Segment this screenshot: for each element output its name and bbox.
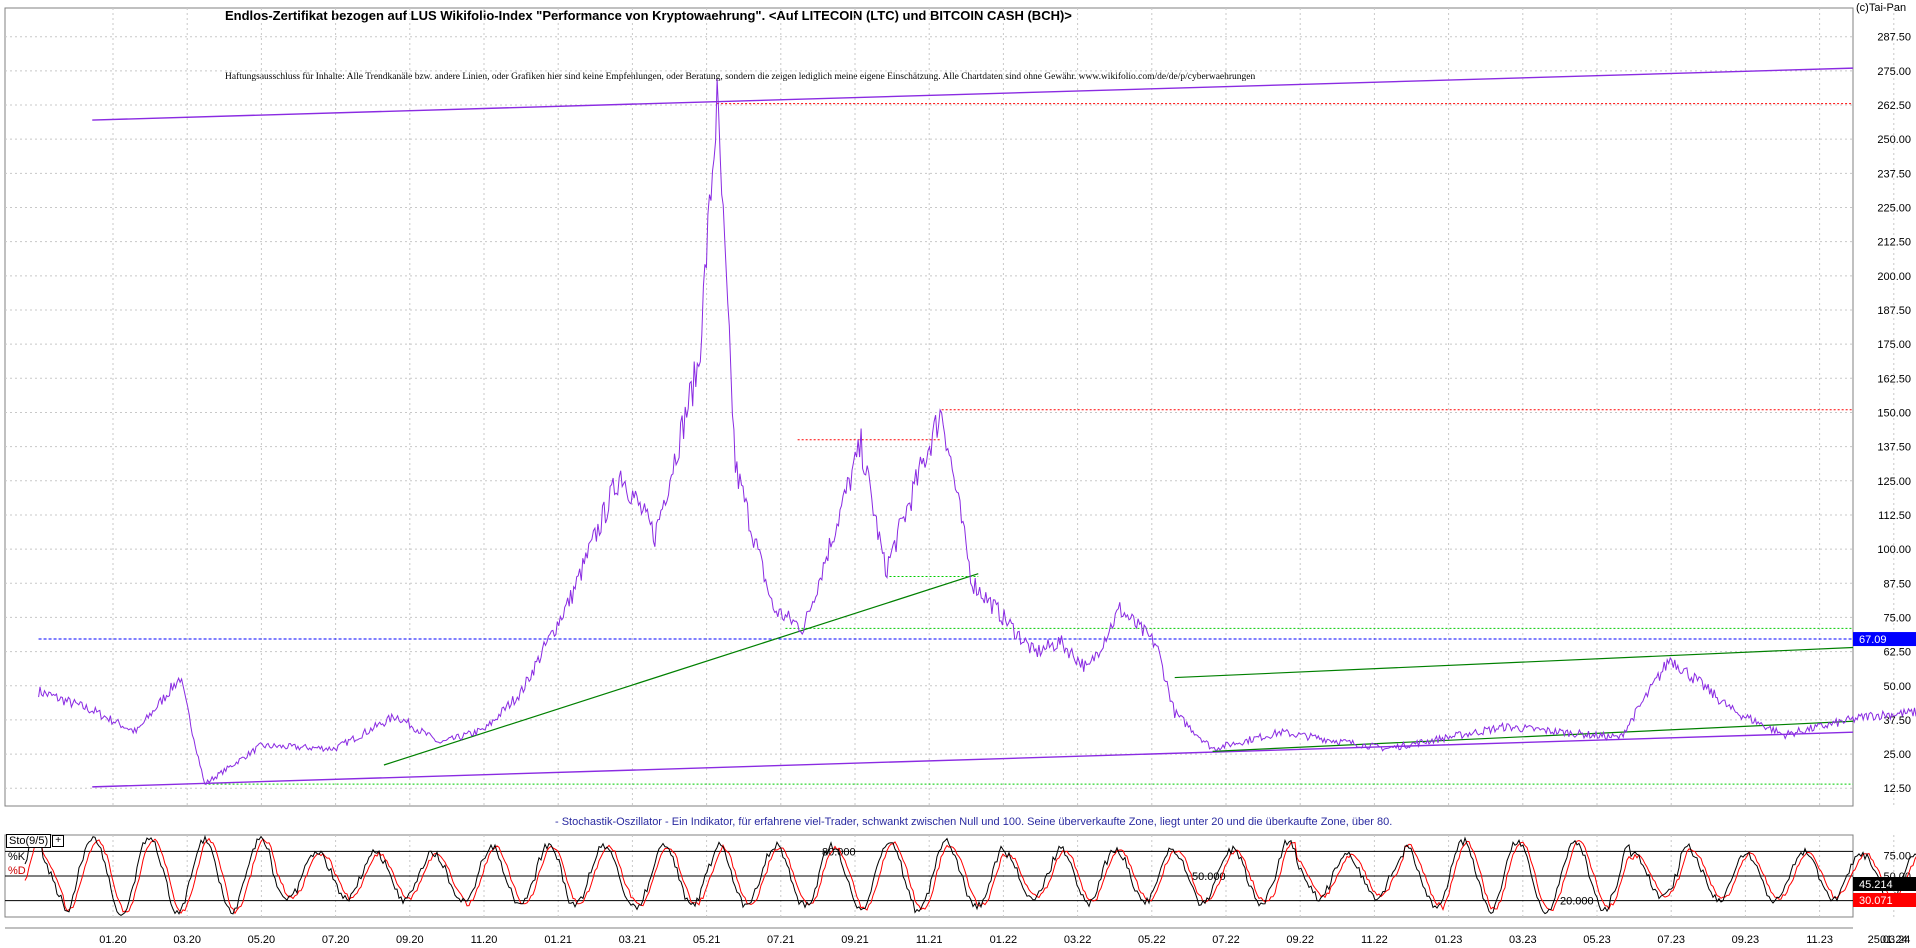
trend-line <box>1212 720 1854 752</box>
x-tick-label: 01.21 <box>544 934 572 946</box>
x-tick-label: 05.22 <box>1138 934 1166 946</box>
y-tick-label: 287.50 <box>1877 32 1911 44</box>
stoch-d-badge <box>1853 893 1916 907</box>
y-tick-label: 225.00 <box>1877 203 1911 215</box>
stoch-d-legend: %D <box>8 865 26 877</box>
y-tick-label: 175.00 <box>1877 339 1911 351</box>
x-tick-label: 09.21 <box>841 934 869 946</box>
y-tick-label: 137.50 <box>1877 442 1911 454</box>
x-tick-label: 11.22 <box>1361 934 1388 946</box>
y-tick-label: 162.50 <box>1877 373 1911 385</box>
x-tick-label: 07.22 <box>1212 934 1240 946</box>
x-tick-label: 03.20 <box>173 934 201 946</box>
x-tick-label: 01.24 <box>1880 934 1908 946</box>
stoch-k-legend: %K <box>8 851 26 863</box>
x-tick-label: 01.20 <box>99 934 127 946</box>
indicator-label-box[interactable]: Sto(9/5) + <box>6 834 65 848</box>
x-tick-label: 07.23 <box>1657 934 1685 946</box>
trend-line <box>92 67 1854 121</box>
x-tick-label: 09.22 <box>1286 934 1314 946</box>
x-tick-label: 03.21 <box>619 934 647 946</box>
indicator-name: Sto(9/5) <box>6 834 52 848</box>
stoch-k-line <box>24 834 1916 916</box>
x-tick-label: 09.23 <box>1732 934 1760 946</box>
x-tick-label: 07.20 <box>322 934 350 946</box>
x-tick-label: 05.20 <box>248 934 276 946</box>
x-tick-label: 05.23 <box>1583 934 1611 946</box>
y-tick-label: 200.00 <box>1877 271 1911 283</box>
y-tick-label: 262.50 <box>1877 100 1911 112</box>
trend-line <box>1174 646 1854 679</box>
price-panel-frame <box>4 7 1854 807</box>
copyright-label: (c)Tai-Pan <box>1856 2 1907 14</box>
expand-plus-icon[interactable]: + <box>52 835 65 848</box>
stoch-k-value: 45.214 <box>1859 879 1893 891</box>
current-price-badge <box>1853 632 1916 647</box>
price-series-line <box>38 78 1916 786</box>
y-tick-label: 87.50 <box>1883 578 1911 590</box>
y-tick-label: 237.50 <box>1877 168 1911 180</box>
stoch-level-label: 50.000 <box>1192 871 1226 883</box>
y-tick-label: 12.50 <box>1883 783 1911 795</box>
stochastic-description: - Stochastik-Oszillator - Ein Indikator,… <box>555 816 1393 828</box>
y-tick-label: 62.50 <box>1883 647 1911 659</box>
y-tick-label: 75.00 <box>1883 612 1911 624</box>
y-tick-label: 50.00 <box>1883 681 1911 693</box>
stoch-d-value: 30.071 <box>1859 895 1893 907</box>
x-tick-label: 07.21 <box>767 934 795 946</box>
stoch-d-line <box>24 837 1916 915</box>
y-tick-label: 100.00 <box>1877 544 1911 556</box>
current-price-value: 67.09 <box>1859 634 1887 646</box>
x-tick-label: 05.21 <box>693 934 721 946</box>
stoch-y-tick: 75.00 <box>1883 851 1911 863</box>
x-end-label: 25.03.24 <box>1868 934 1911 946</box>
y-tick-label: 37.50 <box>1883 715 1911 727</box>
y-tick-label: 112.50 <box>1878 510 1911 522</box>
stoch-level-label: 20.000 <box>1560 896 1594 908</box>
y-tick-label: 275.00 <box>1877 66 1911 78</box>
y-tick-label: 25.00 <box>1883 749 1911 761</box>
x-tick-label: 01.23 <box>1435 934 1463 946</box>
x-tick-label: 11.21 <box>916 934 943 946</box>
y-tick-label: 187.50 <box>1877 305 1911 317</box>
y-tick-label: 150.00 <box>1877 407 1911 419</box>
x-tick-label: 11.23 <box>1806 934 1833 946</box>
trend-line <box>383 573 979 766</box>
y-tick-label: 125.00 <box>1877 476 1911 488</box>
stoch-k-badge <box>1853 877 1916 891</box>
y-tick-label: 250.00 <box>1877 134 1911 146</box>
x-tick-label: 03.22 <box>1064 934 1092 946</box>
disclaimer-text: Haftungsausschluss für Inhalte: Alle Tre… <box>225 72 1256 82</box>
x-tick-label: 01.22 <box>990 934 1018 946</box>
y-tick-label: 212.50 <box>1877 237 1911 249</box>
x-tick-label: 09.20 <box>396 934 424 946</box>
trend-line <box>92 731 1854 788</box>
chart-title: Endlos-Zertifikat bezogen auf LUS Wikifo… <box>225 8 1072 23</box>
x-tick-label: 03.23 <box>1509 934 1537 946</box>
x-tick-label: 11.20 <box>471 934 498 946</box>
